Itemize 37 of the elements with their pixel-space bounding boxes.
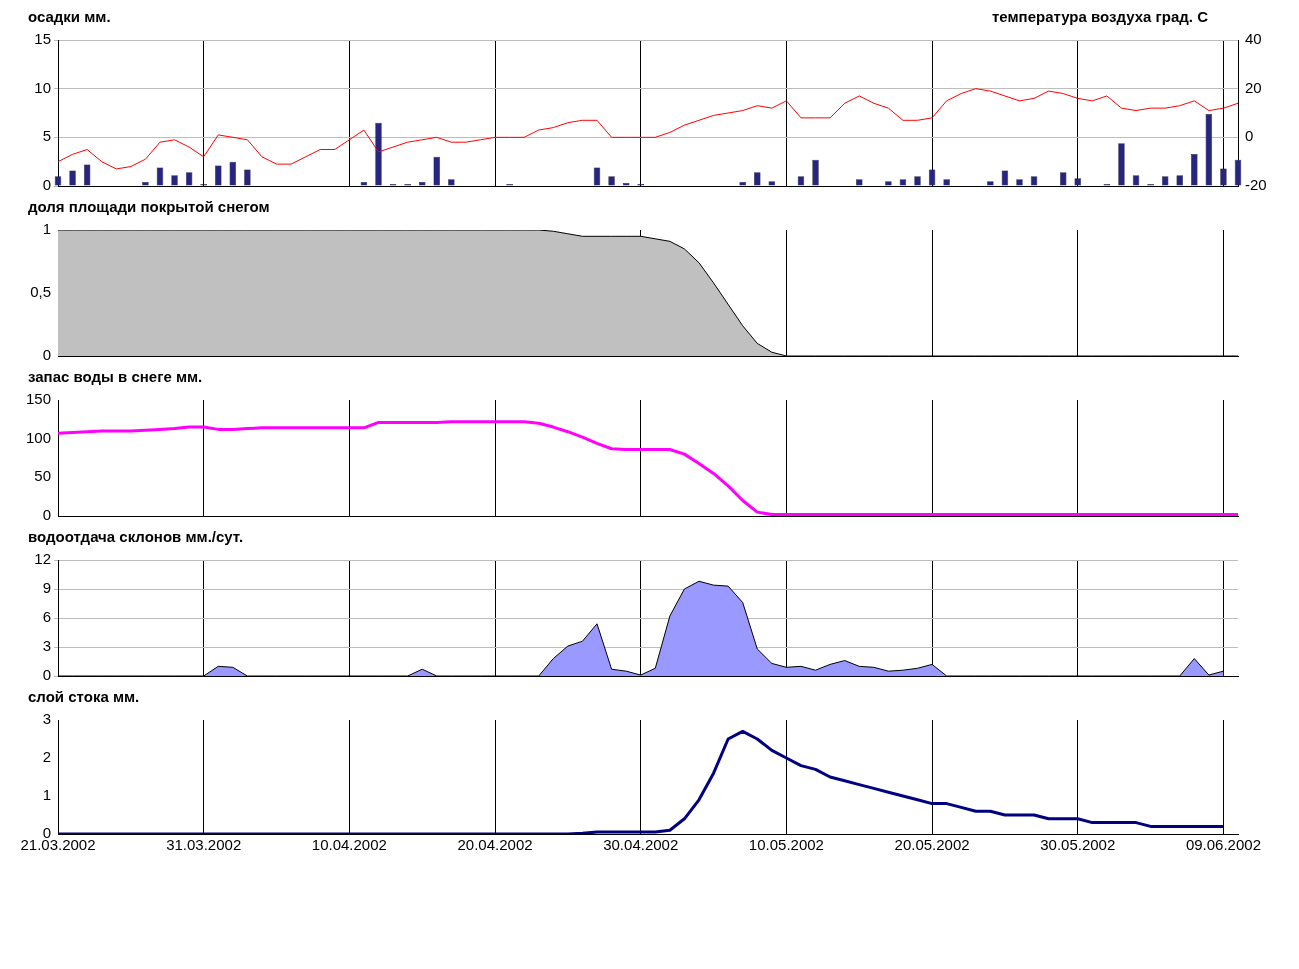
chart-title: запас воды в снеге мм.: [28, 368, 203, 387]
x-tick-label: 30.05.2002: [1040, 836, 1116, 854]
x-tick-label: 10.04.2002: [311, 836, 387, 854]
y-tick-label: 10: [34, 78, 51, 96]
y-tick-label: 150: [25, 390, 51, 408]
y-tick-label: 0: [42, 346, 51, 364]
y2-tick-label: 40: [1245, 30, 1262, 48]
y2-tick-label: 0: [1245, 127, 1254, 145]
chart-title: слой стока мм.: [28, 688, 140, 707]
y-tick-label: 15: [34, 30, 51, 48]
y-tick-label: 2: [42, 748, 51, 766]
y-tick-label: 100: [25, 428, 51, 446]
y-tick-label: 3: [42, 710, 51, 728]
y-tick-label: 6: [42, 608, 51, 626]
y-tick-label: 3: [42, 637, 51, 655]
y-tick-label: 50: [34, 467, 51, 485]
y-tick-label: 5: [42, 127, 51, 145]
y-tick-label: 0: [42, 506, 51, 524]
y2-axis-title: температура воздуха град. С: [992, 8, 1208, 27]
chart-title: водоотдача склонов мм./сут.: [28, 528, 244, 547]
x-tick-label: 10.05.2002: [748, 836, 824, 854]
x-tick-label: 31.03.2002: [166, 836, 242, 854]
y2-tick-label: -20: [1245, 176, 1267, 194]
x-tick-label: 20.04.2002: [457, 836, 533, 854]
y-tick-label: 12: [34, 550, 51, 568]
y-tick-label: 0: [42, 176, 51, 194]
y-tick-label: 0: [42, 666, 51, 684]
x-tick-label: 20.05.2002: [894, 836, 970, 854]
y-tick-label: 0,5: [30, 283, 51, 301]
y2-tick-label: 20: [1245, 78, 1262, 96]
y-tick-label: 1: [42, 786, 51, 804]
y-tick-label: 1: [42, 220, 51, 238]
chart-title: осадки мм.: [28, 8, 111, 27]
x-tick-label: 09.06.2002: [1185, 836, 1261, 854]
chart-title: доля площади покрытой снегом: [28, 198, 270, 217]
y-tick-label: 9: [42, 579, 51, 597]
x-tick-label: 30.04.2002: [603, 836, 679, 854]
